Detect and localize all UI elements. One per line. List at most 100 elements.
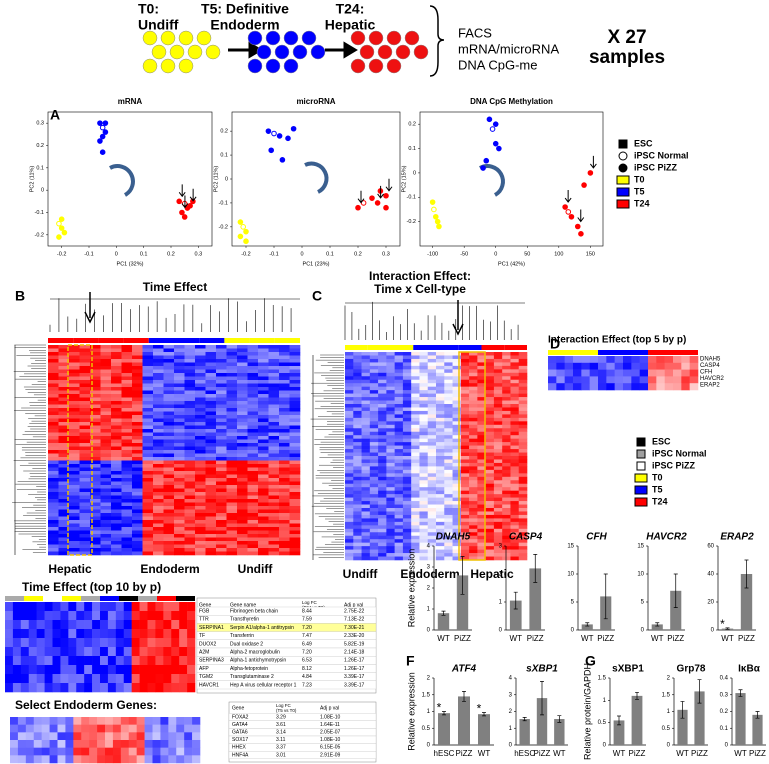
- heatmap-cell: [436, 365, 445, 370]
- heatmap-cell: [589, 383, 599, 391]
- heatmap-cell: [226, 513, 238, 517]
- heatmap-cell: [139, 638, 148, 648]
- table-cell: Dual oxidase 2: [230, 641, 263, 647]
- heatmap-cell: [247, 352, 259, 356]
- heatmap-cell: [411, 490, 420, 495]
- x-tick-label: PiZZ: [534, 749, 551, 758]
- heatmap-cell: [44, 629, 53, 639]
- heatmap-cell: [427, 487, 437, 491]
- group-bar: [548, 350, 573, 355]
- heatmap-cell: [226, 411, 238, 416]
- heatmap-cell: [614, 356, 624, 364]
- heatmap-cell: [386, 535, 395, 540]
- x-tick-label: -0.1: [84, 251, 93, 257]
- heatmap-cell: [452, 352, 462, 356]
- heatmap-cell: [485, 424, 495, 429]
- heatmap-cell: [289, 551, 301, 556]
- x-axis-label: PC1 (23%): [303, 261, 330, 267]
- heatmap-cell: [411, 553, 420, 557]
- heatmap-cell: [237, 471, 248, 475]
- heatmap-cell: [142, 499, 154, 503]
- heatmap-cell: [427, 476, 437, 481]
- heatmap-cell: [581, 383, 590, 391]
- heatmap-cell: [460, 362, 470, 367]
- heatmap-cell: [460, 553, 470, 557]
- heatmap-cell: [69, 537, 80, 542]
- heatmap-cell: [502, 393, 511, 398]
- group-bar: [249, 338, 275, 343]
- heatmap-cell: [100, 369, 112, 374]
- heatmap-cell: [279, 411, 290, 416]
- heatmap-cell: [216, 369, 227, 374]
- heatmap-cell: [289, 373, 301, 377]
- heatmap-cell: [25, 755, 35, 764]
- heatmap-cell: [195, 390, 206, 395]
- heatmap-cell: [485, 404, 495, 408]
- heatmap-cell: [510, 549, 520, 554]
- heatmap-cell: [460, 386, 470, 391]
- heatmap-cell: [369, 456, 379, 460]
- y-tick-label: 3: [427, 565, 431, 571]
- heatmap-cell: [444, 469, 453, 474]
- heatmap-cell: [192, 717, 201, 725]
- heatmap-cell: [132, 401, 143, 405]
- heatmap-cell: [205, 471, 217, 475]
- heatmap-cell: [279, 499, 290, 503]
- heatmap-cell: [394, 424, 404, 429]
- x-tick-label: -100: [427, 251, 438, 257]
- heatmap-cell: [132, 502, 143, 507]
- point: [578, 231, 584, 237]
- table-cell: 6.15E-05: [320, 745, 341, 751]
- heatmap-cell: [353, 386, 362, 391]
- heatmap-cell: [226, 478, 238, 482]
- heatmap-cell: [121, 366, 133, 370]
- heatmap-cell: [100, 478, 112, 482]
- heatmap-cell: [386, 417, 395, 422]
- heatmap-cell: [493, 386, 503, 391]
- heatmap-cell: [100, 474, 112, 479]
- heatmap-cell: [142, 369, 154, 374]
- heatmap-cell: [485, 553, 495, 557]
- heatmap-cell: [444, 514, 453, 519]
- y-tick-label: 1.5: [422, 692, 431, 698]
- heatmap-cell: [184, 439, 196, 444]
- heatmap-cell: [132, 373, 143, 377]
- heatmap-cell: [411, 511, 420, 516]
- heatmap-cell: [115, 647, 125, 657]
- table-cell: 7.23: [302, 682, 312, 688]
- heatmap-cell: [268, 446, 280, 451]
- heatmap-cell: [142, 425, 154, 430]
- heatmap-cell: [20, 665, 30, 675]
- group-label: Endoderm: [140, 562, 199, 576]
- heatmap-cell: [394, 404, 404, 408]
- heatmap-cell: [369, 352, 379, 356]
- heatmap-cell: [174, 383, 185, 388]
- heatmap-cell: [69, 520, 80, 524]
- heatmap-cell: [58, 516, 70, 521]
- table-cell: 7.59: [302, 617, 312, 623]
- heatmap-cell: [353, 379, 362, 384]
- heatmap-cell: [606, 369, 615, 377]
- heatmap-cell: [20, 638, 30, 648]
- group-label: Hepatic: [470, 567, 514, 581]
- heatmap-cell: [289, 366, 301, 370]
- y-tick-label: 0.5: [662, 726, 671, 732]
- stage-label: T5: Definitive: [201, 1, 289, 17]
- heatmap-cell: [195, 397, 206, 402]
- heatmap-cell: [378, 404, 387, 408]
- heatmap-cell: [436, 518, 445, 523]
- heatmap-cell: [153, 418, 164, 423]
- heatmap-cell: [128, 724, 137, 733]
- heatmap-cell: [369, 504, 379, 509]
- heatmap-cell: [36, 683, 45, 693]
- heatmap-cell: [279, 516, 290, 521]
- x-tick-label: WT: [676, 749, 689, 758]
- y-tick-label: 10: [637, 572, 644, 578]
- heatmap-cell: [460, 393, 470, 398]
- table-cell: SOX17: [232, 737, 248, 743]
- heatmap-cell: [163, 376, 175, 381]
- heatmap-cell: [216, 537, 227, 542]
- heatmap-cell: [502, 421, 511, 426]
- panel-label: D: [550, 336, 560, 352]
- heatmap-cell: [195, 383, 206, 388]
